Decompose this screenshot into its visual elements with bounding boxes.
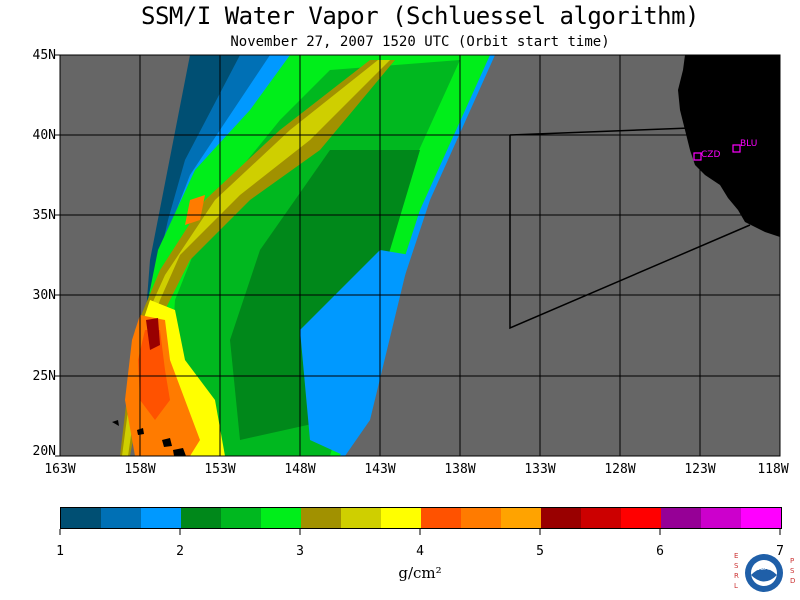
colorbar-cell-11 (501, 508, 541, 528)
lon-label-163w: 163W (44, 462, 76, 477)
page-subtitle: November 27, 2007 1520 UTC (Orbit start … (230, 34, 610, 50)
moist-peak-red (146, 318, 160, 350)
noaa-esrl-logo: E S R L P S D NOAA (734, 552, 795, 592)
colorbar-cell-13 (581, 508, 621, 528)
logo-letter-d: D (790, 577, 795, 585)
lon-label-133w: 133W (524, 462, 556, 477)
colorbar-cell-9 (421, 508, 461, 528)
domain-outline (509, 135, 751, 330)
colorbar-cell-8 (381, 508, 421, 528)
lon-label-138w: 138W (444, 462, 476, 477)
colorbar-cell-12 (541, 508, 581, 528)
lon-label-153w: 153W (204, 462, 236, 477)
california-land (678, 55, 780, 237)
hawaii-islands (112, 420, 186, 456)
lon-label-118w: 118W (757, 462, 789, 477)
logo-letter-p: P (790, 557, 794, 565)
colorbar-cell-2 (141, 508, 181, 528)
colorbar-cell-10 (461, 508, 501, 528)
moist-band-olive (120, 60, 395, 456)
colorbar-cell-15 (661, 508, 701, 528)
station-blu-marker (732, 144, 741, 153)
colorbar-cell-14 (621, 508, 661, 528)
logo-letter-e: E (734, 552, 738, 560)
colorbar-cell-4 (221, 508, 261, 528)
lon-label-123w: 123W (684, 462, 716, 477)
colorbar-cell-3 (181, 508, 221, 528)
graticule (60, 55, 780, 456)
colorbar-tick-4: 4 (416, 544, 424, 559)
logo-letter-s2: S (790, 567, 795, 575)
colorbar-tick-2: 2 (176, 544, 184, 559)
colorbar-tick-6: 6 (656, 544, 664, 559)
domain-outline-top (509, 127, 691, 136)
colorbar-tick-3: 3 (296, 544, 304, 559)
lon-label-148w: 148W (284, 462, 316, 477)
colorbar-cell-6 (301, 508, 341, 528)
station-blu-label: BLU (740, 139, 757, 149)
page-title: SSM/I Water Vapor (Schluessel algorithm) (141, 2, 699, 30)
lat-label-45n: 45N (32, 48, 56, 63)
colorbar-tick-1: 1 (56, 544, 64, 559)
colorbar-cell-7 (341, 508, 381, 528)
lon-label-143w: 143W (364, 462, 396, 477)
station-czd-marker (693, 152, 702, 161)
lat-label-40n: 40N (32, 128, 56, 143)
lat-label-25n: 25N (32, 369, 56, 384)
colorbar-cell-5 (261, 508, 301, 528)
dry-lobe (300, 250, 410, 456)
colorbar-cell-0 (61, 508, 101, 528)
colorbar-cell-17 (741, 508, 781, 528)
lat-label-35n: 35N (32, 208, 56, 223)
colorbar-tick-5: 5 (536, 544, 544, 559)
colorbar-cell-1 (101, 508, 141, 528)
lat-label-30n: 30N (32, 288, 56, 303)
plot-frame (59, 54, 781, 457)
logo-letter-r: R (734, 572, 739, 580)
colorbar (60, 507, 782, 529)
moist-core-redorange (138, 330, 170, 420)
plume-upper-orange (185, 195, 205, 225)
lon-label-158w: 158W (124, 462, 156, 477)
lat-label-20n: 20N (32, 444, 56, 459)
station-czd-label: CZD (701, 150, 720, 160)
colorbar-cell-16 (701, 508, 741, 528)
colorbar-tick-7: 7 (776, 544, 784, 559)
logo-letter-l: L (734, 582, 738, 590)
logo-letter-s: S (734, 562, 739, 570)
noaa-emblem-text: NOAA (755, 565, 773, 572)
lon-label-128w: 128W (604, 462, 636, 477)
colorbar-unit: g/cm² (398, 564, 442, 582)
